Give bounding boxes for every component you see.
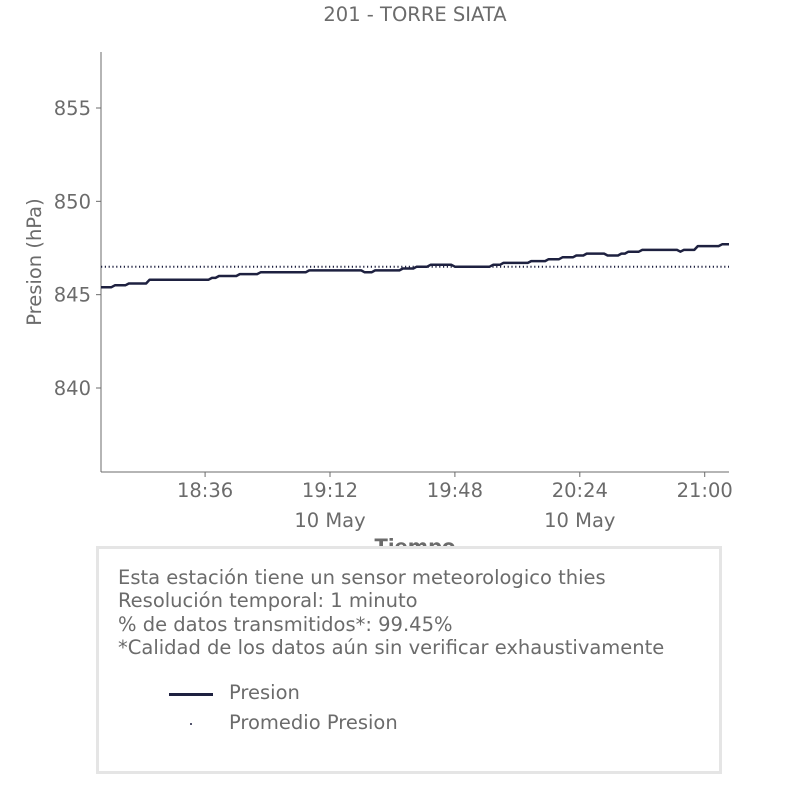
x-tick-date-label: 10 May [294,509,365,532]
x-tick-label: 21:00 [677,479,733,502]
legend-dot-swatch [190,723,192,725]
x-tick-date-label: 10 May [544,509,615,532]
x-axis-ticks: 18:36 19:12 10 May 19:48 20:24 10 May 21:00 [177,472,733,532]
info-lines: Esta estación tiene un sensor meteorolog… [118,566,664,659]
x-tick-label: 19:48 [427,479,483,502]
y-tick-label: 845 [54,284,91,307]
y-tick-label: 840 [54,377,91,400]
y-tick-label: 850 [54,190,91,213]
legend-line-swatch [169,693,213,696]
chart-title: 201 - TORRE SIATA [323,3,507,26]
x-tick-label: 19:12 [302,479,358,502]
legend-label-presion: Presion [229,681,300,704]
info-line-transmitted: % de datos transmitidos*: 99.45% [118,612,453,636]
x-tick-label: 20:24 [552,479,608,502]
info-line-resolution: Resolución temporal: 1 minuto [118,589,418,613]
info-line-sensor: Esta estación tiene un sensor meteorolog… [118,566,606,589]
y-axis-ticks: 840 845 850 855 [54,97,101,400]
series-line-presion [101,243,729,289]
y-tick-label: 855 [54,97,91,120]
legend-label-promedio: Promedio Presion [229,711,398,734]
series-layer [101,243,729,289]
info-box: Esta estación tiene un sensor meteorolog… [96,546,722,774]
info-line-quality-note: *Calidad de los datos aún sin verificar … [118,635,665,659]
y-axis-label: Presion (hPa) [23,198,46,325]
x-tick-label: 18:36 [177,479,233,502]
